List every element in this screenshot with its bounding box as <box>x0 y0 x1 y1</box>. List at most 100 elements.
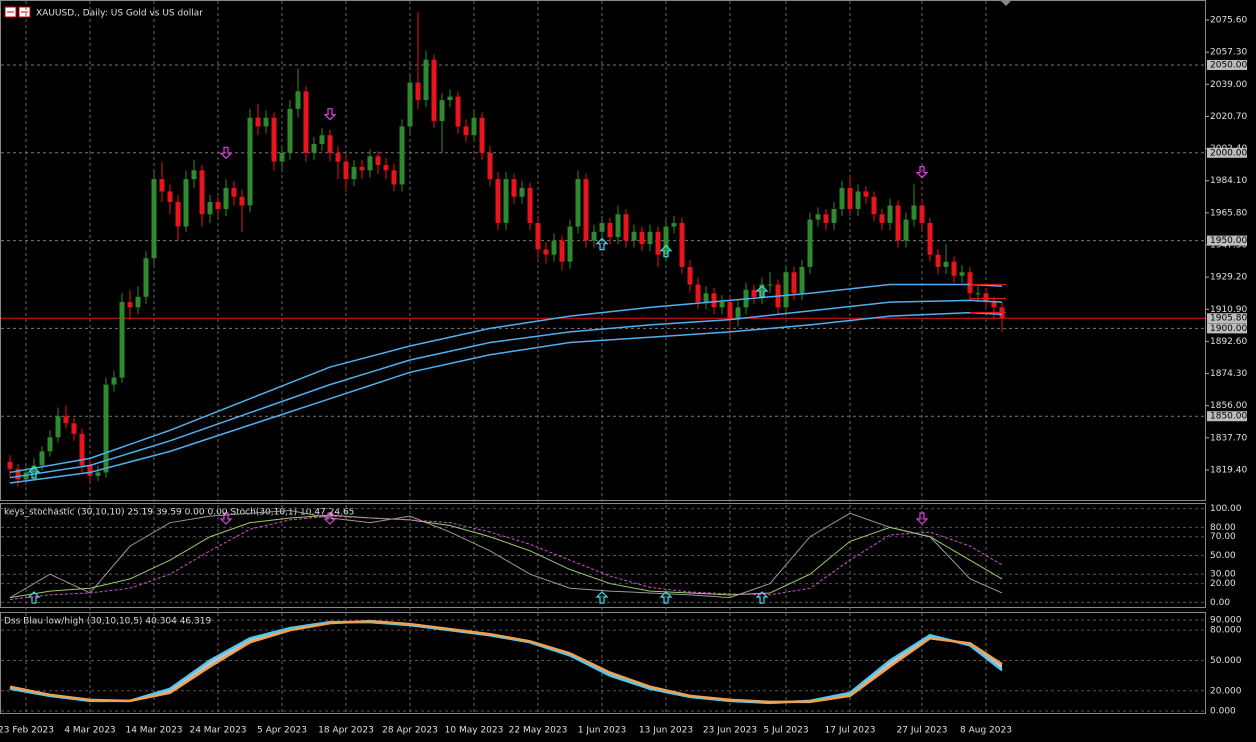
candle-body <box>591 231 597 241</box>
candle-body <box>983 293 989 303</box>
candle-body <box>615 214 621 238</box>
candle-body <box>575 179 581 227</box>
stoch-title: keys_stochastic (30,10,10) 25.19 39.59 0… <box>4 508 354 518</box>
candle-body <box>887 205 893 224</box>
candle-body <box>855 191 861 209</box>
candle-body <box>239 196 245 206</box>
candle-body <box>671 223 677 227</box>
stoch-tick-label: 30.00 <box>1210 570 1236 580</box>
candle-body <box>655 231 661 255</box>
stoch-line <box>9 509 1003 599</box>
stoch-tick-label: 0.00 <box>1210 598 1230 608</box>
main-panel <box>0 0 1206 501</box>
x-tick-label: 10 May 2023 <box>445 726 504 736</box>
candle-body <box>447 96 453 101</box>
candle-body <box>815 214 821 220</box>
candle-body <box>871 196 877 215</box>
scroll-marker <box>1000 0 1012 6</box>
candle-body <box>319 135 325 145</box>
level-label: 2000.00 <box>1210 148 1247 158</box>
candle-body <box>279 152 285 162</box>
stoch-signal-arrow <box>755 591 769 604</box>
stoch-signal-arrow <box>659 591 673 604</box>
candle-body <box>559 240 565 262</box>
candle-body <box>143 258 149 297</box>
dss-tick-label: 80.000 <box>1210 626 1242 636</box>
candle-body <box>391 170 397 185</box>
candle-body <box>47 437 53 452</box>
candle-body <box>367 156 373 171</box>
level-box <box>1207 323 1247 334</box>
moving-average <box>9 283 1003 474</box>
candle-body <box>927 223 933 255</box>
candle-body <box>375 156 381 166</box>
candle-body <box>359 166 365 171</box>
candle-body <box>343 161 349 180</box>
candle-body <box>567 226 573 262</box>
candle-body <box>495 179 501 224</box>
candle-body <box>503 179 509 224</box>
dss-tick-label: 90.000 <box>1210 616 1242 626</box>
candle-body <box>487 152 493 180</box>
candle-body <box>903 219 909 241</box>
candle-body <box>95 472 101 476</box>
candle-body <box>767 284 773 286</box>
candle-body <box>463 126 469 136</box>
level-box <box>1207 235 1247 246</box>
y-tick-label: 2075.60 <box>1210 16 1247 26</box>
candle-body <box>15 468 21 480</box>
dss-panel <box>0 612 1206 714</box>
candle-body <box>695 284 701 303</box>
candle-body <box>735 307 741 320</box>
candle-body <box>151 179 157 259</box>
candle-body <box>751 289 757 297</box>
candle-body <box>911 205 917 220</box>
candle-body <box>111 377 117 385</box>
candle-body <box>471 117 477 136</box>
candle-body <box>191 170 197 180</box>
candle-body <box>7 461 13 469</box>
sell-arrow <box>323 108 337 121</box>
candle-body <box>87 465 93 476</box>
x-tick-label: 23 Jun 2023 <box>703 726 757 736</box>
candle-body <box>991 302 997 308</box>
y-tick-label: 2057.30 <box>1210 48 1247 58</box>
candle-body <box>935 254 941 267</box>
y-tick-label: 1819.40 <box>1210 465 1247 475</box>
candle-body <box>823 214 829 224</box>
dss-tick-label: 50.000 <box>1210 656 1242 666</box>
candle-body <box>455 96 461 127</box>
candle-body <box>183 179 189 227</box>
candle-body <box>167 191 173 202</box>
dss-title: Dss Blau low/high (30,10,10,5) 40.304 46… <box>4 617 211 627</box>
x-tick-label: 13 Jun 2023 <box>639 726 693 736</box>
candle-body <box>647 231 653 245</box>
candle-body <box>287 108 293 153</box>
level-label: 1900.00 <box>1210 324 1247 334</box>
candle-body <box>303 91 309 153</box>
y-tick-label: 1837.70 <box>1210 433 1247 443</box>
stoch-tick-label: 100.00 <box>1210 504 1242 514</box>
candle-body <box>231 187 237 197</box>
x-tick-label: 24 Mar 2023 <box>189 726 246 736</box>
stoch-signal-arrow <box>595 591 609 604</box>
stoch-tick-label: 80.00 <box>1210 523 1236 533</box>
candle-body <box>799 266 805 294</box>
stoch-panel <box>0 503 1206 608</box>
candle-body <box>543 249 549 255</box>
y-tick-label: 2039.00 <box>1210 80 1247 90</box>
stoch-line <box>9 515 1003 601</box>
candle-body <box>839 187 845 209</box>
candle-body <box>119 302 125 378</box>
candle-body <box>327 135 333 153</box>
candle-body <box>223 187 229 209</box>
candle-body <box>159 179 165 192</box>
x-tick-label: 14 Mar 2023 <box>125 726 182 736</box>
candle-body <box>879 214 885 224</box>
candle-body <box>135 296 141 308</box>
candle-body <box>919 205 925 224</box>
y-tick-label: 1965.80 <box>1210 208 1247 218</box>
candle-body <box>479 117 485 153</box>
candle-body <box>431 59 437 122</box>
x-tick-label: 23 Feb 2023 <box>0 726 54 736</box>
